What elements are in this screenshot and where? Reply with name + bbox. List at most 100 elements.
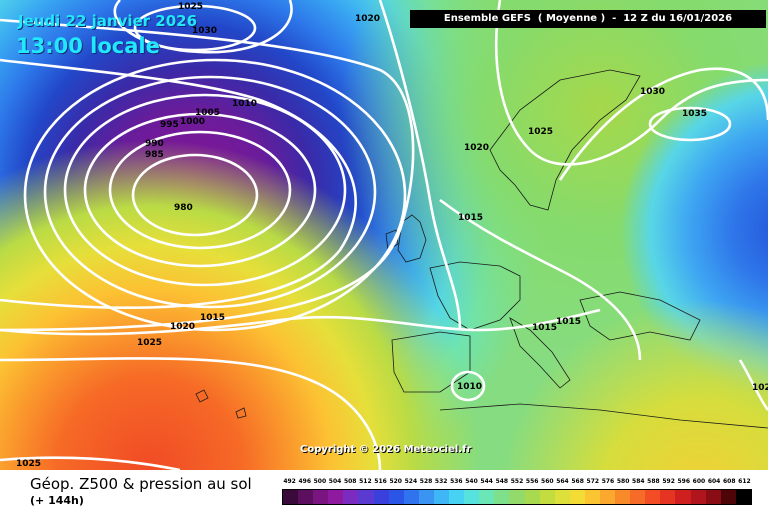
legend-swatch [584, 490, 600, 504]
madeira-coast [235, 407, 247, 419]
isobar-label: 1025 [16, 459, 41, 469]
isobar-102-east [738, 359, 768, 411]
legend-tick-label: 512 [359, 478, 372, 485]
legend-tick-label: 504 [328, 478, 342, 485]
legend-swatch [615, 490, 631, 504]
isobar-990 [83, 112, 317, 268]
isobar-label: 1035 [682, 109, 707, 119]
isobar-1030-scandinavia [558, 67, 768, 181]
isobar-label: 1030 [192, 26, 217, 36]
legend-swatch [343, 490, 359, 504]
isobar-1025-south [0, 357, 382, 470]
legend-swatch [705, 490, 721, 504]
isobar-label: 1015 [556, 317, 581, 327]
legend-swatch [418, 490, 434, 504]
lead-time: (+ 144h) [30, 494, 84, 507]
legend-swatch [328, 490, 344, 504]
legend-tick-label: 596 [677, 478, 691, 485]
legend-tick-labels: 492 496 500 504 508 512 516 520 524 528 532 536 540 5… [282, 478, 752, 488]
isobar-1035 [648, 106, 732, 142]
legend-swatch [313, 490, 329, 504]
isobar-1010-spain [450, 370, 486, 402]
isobar-1015-central [439, 198, 642, 361]
isobar-1020-south [0, 308, 601, 336]
forecast-local-time: 13:00 locale [16, 34, 160, 58]
product-title: Géop. Z500 & pression au sol [30, 475, 252, 493]
ireland-coast [385, 229, 399, 251]
azores-coast [195, 389, 209, 403]
model-run-banner: Ensemble GEFS ( Moyenne ) - 12 Z du 16/0… [410, 10, 766, 28]
legend-tick-label: 544 [480, 478, 493, 485]
forecast-date: Jeudi 22 janvier 2026 [18, 12, 198, 30]
legend-tick-label: 572 [586, 478, 600, 485]
legend-tick-label: 492 [283, 478, 296, 485]
legend-tick-label: 500 [313, 478, 327, 485]
legend-swatch [494, 490, 510, 504]
legend-tick-label: 528 [419, 478, 433, 485]
legend-tick-label: 612 [738, 478, 751, 485]
isobar-label: 1010 [232, 99, 257, 109]
legend-swatch [720, 490, 736, 504]
legend-tick-label: 540 [465, 478, 478, 485]
legend-swatch [509, 490, 525, 504]
legend-swatch [569, 490, 585, 504]
legend-tick-label: 576 [601, 478, 615, 485]
legend-tick-label: 564 [556, 478, 569, 485]
legend-tick-label: 588 [647, 478, 660, 485]
legend-tick-label: 584 [632, 478, 645, 485]
france-coast [429, 261, 521, 331]
legend-swatch [479, 490, 495, 504]
legend-swatch [388, 490, 404, 504]
iberia-coast [391, 331, 471, 393]
isobar-label: 1025 [178, 2, 203, 12]
legend-swatch [539, 490, 555, 504]
legend-swatch [433, 490, 450, 504]
isobar-label: 1030 [640, 87, 665, 97]
isobar-label: 990 [145, 139, 164, 149]
isobar-1025-scandinavia [494, 0, 768, 166]
isobars [0, 0, 768, 470]
legend-swatch [358, 490, 374, 504]
legend-swatch [464, 490, 480, 504]
legend-swatch [403, 490, 419, 504]
isobar-1020-central [378, 0, 462, 331]
legend-tick-label: 524 [404, 478, 418, 485]
legend-swatch [524, 490, 540, 504]
legend-tick-label: 536 [450, 478, 463, 485]
isobar-label: 1000 [180, 117, 205, 127]
legend-swatch [630, 490, 646, 504]
isobar-1000 [43, 75, 377, 309]
legend-tick-label: 516 [374, 478, 387, 485]
geopotential-field: 1025 1030 1020 1010 1005 1000 995 990 98… [0, 0, 768, 470]
legend-swatch [283, 490, 299, 504]
legend-swatch [690, 490, 706, 504]
isobar-985 [108, 130, 292, 250]
legend-tick-label: 556 [525, 478, 539, 485]
isobar-995 [63, 93, 347, 287]
isobar-1005 [23, 58, 407, 332]
legend-swatch [449, 490, 465, 504]
legend-tick-label: 580 [616, 478, 630, 485]
legend-swatch [599, 490, 616, 504]
copyright-notice: Copyright © 2026 Meteociel.fr [300, 444, 472, 455]
legend-swatch [298, 490, 314, 504]
isobar-label: 1015 [532, 323, 557, 333]
z500-color-legend: 492 496 500 504 508 512 516 520 524 528 532 536 540 5… [282, 478, 752, 508]
legend-tick-label: 608 [722, 478, 736, 485]
isobar-label: 1005 [195, 108, 220, 118]
legend-tick-label: 552 [510, 478, 524, 485]
legend-swatch [554, 490, 570, 504]
isobar-1015-west [0, 18, 415, 332]
isobar-1010 [0, 58, 357, 309]
isobar-label: 995 [160, 120, 179, 130]
isobar-label: 985 [145, 150, 164, 160]
isobar-label: 1015 [458, 213, 483, 223]
isobar-label: 1015 [200, 313, 225, 323]
legend-swatch [735, 490, 751, 504]
legend-swatch [660, 490, 676, 504]
isobar-labels: 1025 1030 1020 1010 1005 1000 995 990 98… [16, 2, 768, 469]
legend-tick-label: 496 [298, 478, 311, 485]
legend-tick-label: 548 [495, 478, 509, 485]
balkans-black-sea-coast [579, 291, 701, 341]
legend-tick-label: 604 [707, 478, 721, 485]
